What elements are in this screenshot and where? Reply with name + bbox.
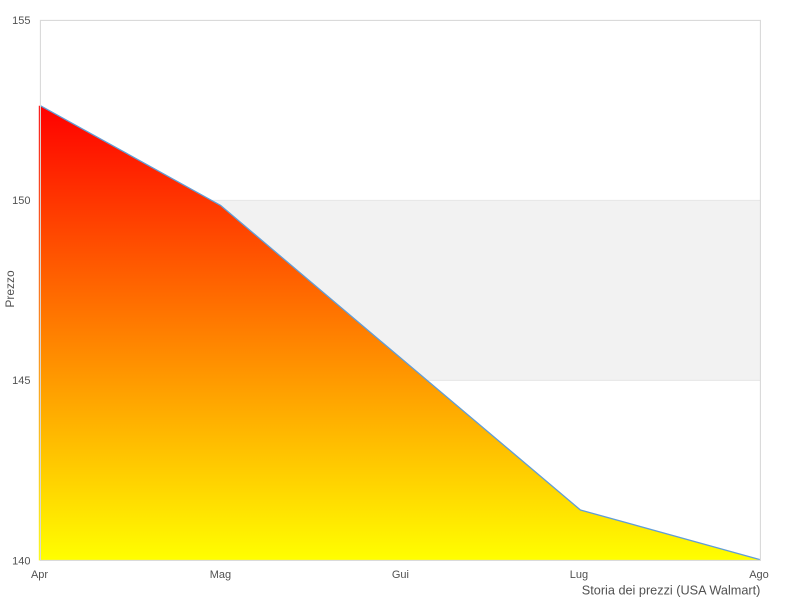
svg-text:145: 145 [12, 375, 30, 387]
svg-text:150: 150 [12, 195, 30, 207]
svg-text:140: 140 [12, 555, 30, 567]
svg-text:Mag: Mag [210, 569, 231, 581]
svg-text:Lug: Lug [570, 569, 588, 581]
svg-text:Ago: Ago [749, 569, 769, 581]
svg-text:Apr: Apr [31, 569, 48, 581]
svg-text:Prezzo: Prezzo [3, 270, 17, 308]
svg-text:Gui: Gui [392, 569, 409, 581]
svg-text:Storia dei prezzi (USA Walmart: Storia dei prezzi (USA Walmart) [582, 583, 761, 597]
svg-text:155: 155 [12, 15, 30, 27]
